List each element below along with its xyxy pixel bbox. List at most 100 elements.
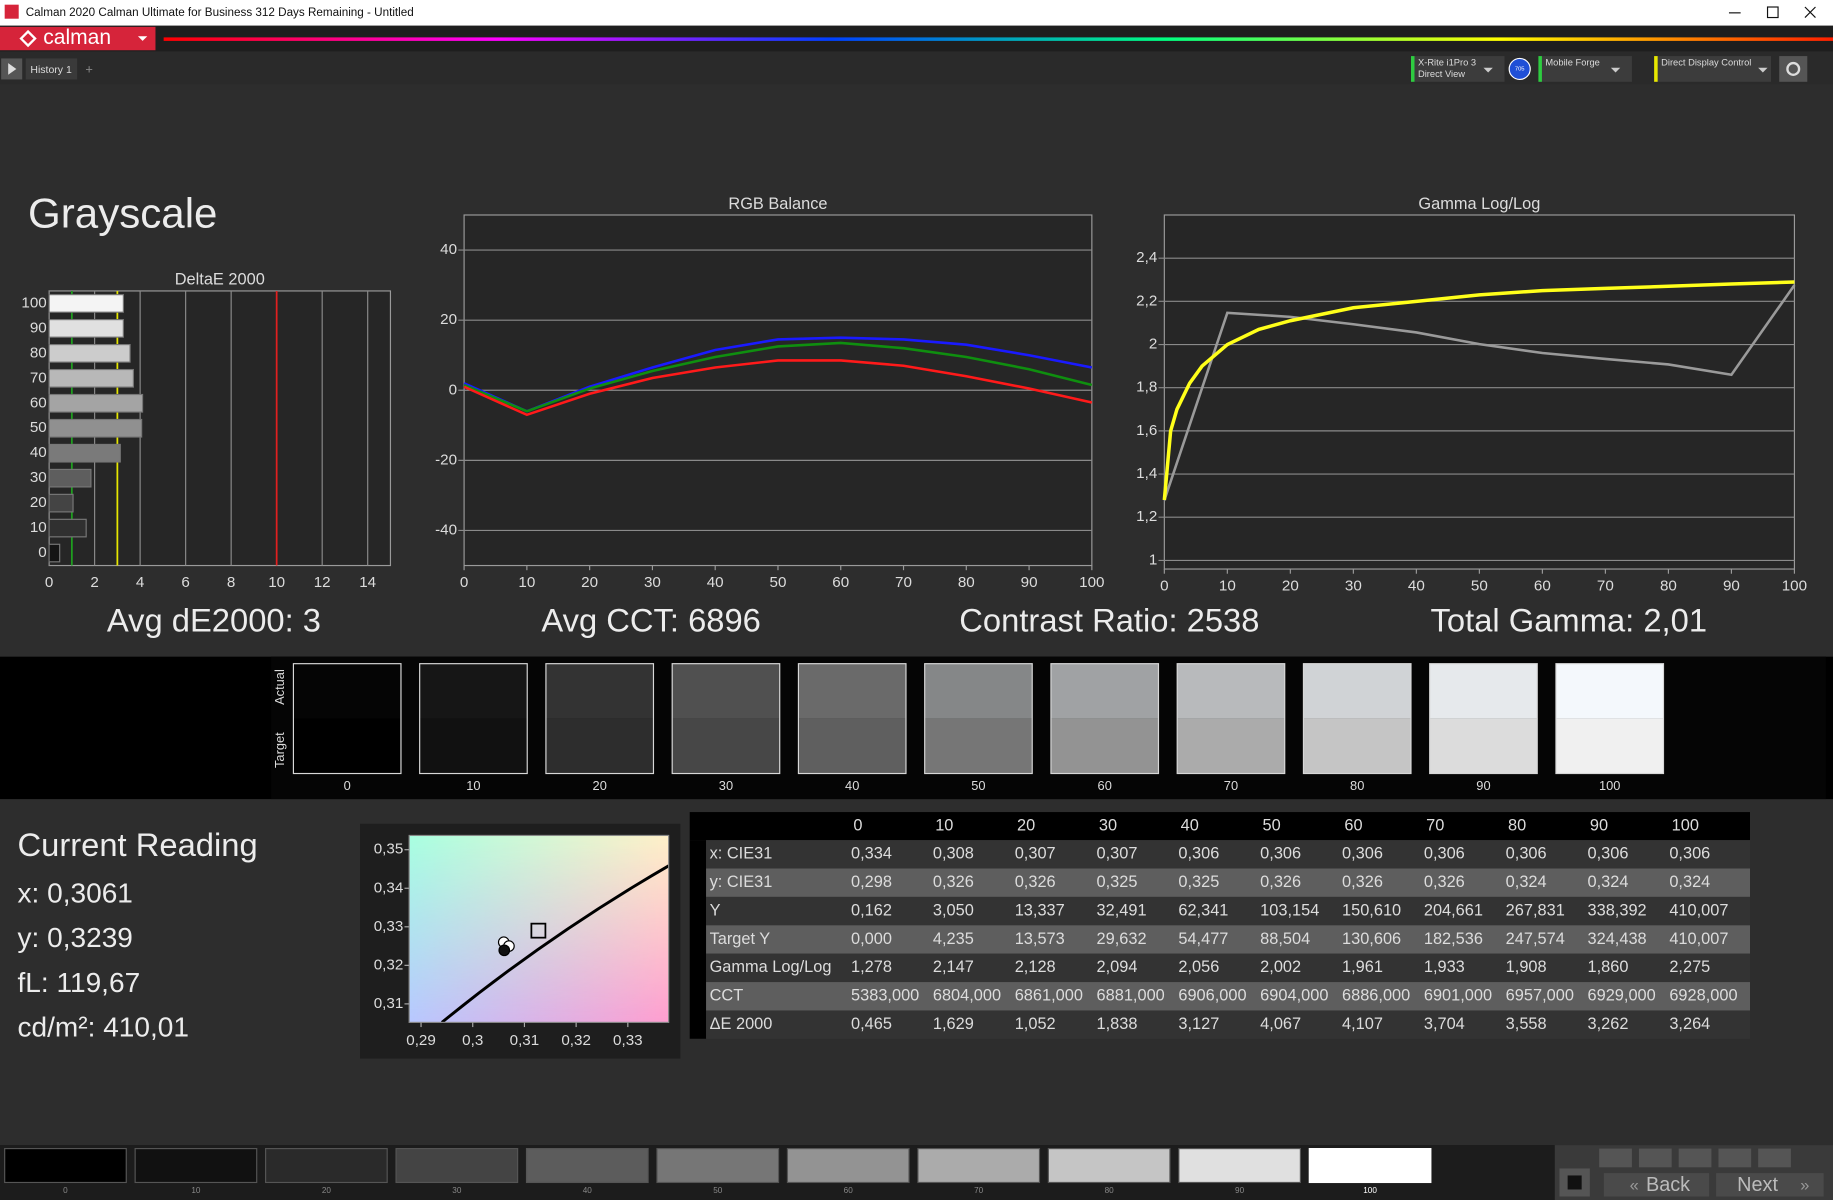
- nav-icon[interactable]: [1758, 1148, 1791, 1168]
- x-tick-label: 20: [581, 574, 598, 591]
- y-tick-label: 1,2: [1136, 508, 1157, 525]
- nav-icons: [1599, 1148, 1791, 1168]
- table-cell: 0,326: [933, 873, 974, 891]
- column-header: 40: [1181, 816, 1199, 834]
- table-cell: 410,007: [1669, 930, 1728, 948]
- bar: [48, 319, 124, 338]
- x-tick-label: 20: [1282, 578, 1299, 595]
- x-tick-label: 60: [1534, 578, 1551, 595]
- patch-button[interactable]: [1308, 1148, 1432, 1184]
- table-cell: 130,606: [1342, 930, 1401, 948]
- nav-icon[interactable]: [1678, 1148, 1712, 1168]
- settings-button[interactable]: [1779, 56, 1808, 82]
- swatch-actual: [545, 663, 654, 719]
- y-tick-label: 0,33: [374, 918, 404, 935]
- nav-icon[interactable]: [1718, 1148, 1752, 1168]
- back-label: Back: [1646, 1174, 1690, 1196]
- table-cell: 4,067: [1260, 1015, 1301, 1033]
- tab-label: History 1: [30, 64, 72, 76]
- dropdown-arrow: [1758, 67, 1768, 73]
- patch-button[interactable]: [134, 1148, 258, 1184]
- patch-button[interactable]: [656, 1148, 780, 1184]
- table-cell: 0,325: [1178, 873, 1219, 891]
- y-tick-label: 0: [449, 381, 457, 398]
- y-tick-label: 0,31: [374, 995, 404, 1012]
- x-tick-label: 70: [1597, 578, 1614, 595]
- swatch-target: [1177, 718, 1285, 774]
- heading: Grayscale: [28, 189, 217, 236]
- row-label: x: CIE31: [710, 845, 773, 863]
- swatch-target: [1429, 718, 1538, 774]
- y-tick-label: 100: [21, 294, 46, 311]
- swatch-border: [1176, 663, 1286, 775]
- table-cell: 0,306: [1260, 845, 1301, 863]
- swatch-row-label: Target: [272, 732, 287, 768]
- swatch-border: [671, 663, 781, 775]
- row-label: CCT: [710, 987, 744, 1005]
- patch-button[interactable]: [1178, 1148, 1301, 1184]
- table-cell: 103,154: [1260, 901, 1319, 919]
- logo[interactable]: [0, 26, 156, 51]
- column-header: 30: [1099, 816, 1117, 834]
- device-label: Direct View: [1418, 69, 1465, 79]
- column-header: 70: [1426, 816, 1444, 834]
- table-cell: 1,933: [1424, 958, 1465, 976]
- table-cell: 6904,000: [1260, 987, 1328, 1005]
- patch-button[interactable]: [917, 1148, 1041, 1184]
- swatch-border: [545, 663, 655, 775]
- y-tick-label: 2,4: [1136, 249, 1157, 266]
- table-cell: 4,235: [933, 930, 974, 948]
- table-cell: 6957,000: [1506, 987, 1574, 1005]
- table-row: [706, 953, 1751, 983]
- table-cell: 267,831: [1506, 901, 1565, 919]
- x-tick-label: 14: [359, 574, 376, 591]
- patch-button[interactable]: [265, 1148, 388, 1184]
- meter-badge: [1508, 57, 1531, 81]
- patch-button[interactable]: [4, 1148, 127, 1184]
- y-tick-label: 90: [30, 319, 47, 336]
- metric: Avg CCT: 6896: [541, 601, 761, 638]
- column-header: 50: [1263, 816, 1281, 834]
- x-tick-label: 10: [518, 574, 535, 591]
- dropdown-arrow: [1483, 67, 1493, 73]
- title-bar: [0, 0, 1833, 26]
- table-cell: 3,262: [1588, 1015, 1629, 1033]
- maximize-button[interactable]: [1766, 6, 1779, 19]
- patch-label: 10: [191, 1186, 201, 1195]
- swatch-label: 20: [593, 778, 607, 793]
- swatch-target: [924, 718, 1033, 774]
- cie-background-top: [409, 835, 669, 1023]
- swatch-target: [1050, 718, 1159, 774]
- table-cell: 0,306: [1178, 845, 1219, 863]
- x-tick-label: 0: [1160, 578, 1168, 595]
- swatch-target: [798, 718, 906, 774]
- x-tick-label: 60: [832, 574, 849, 591]
- patch-button[interactable]: [1047, 1148, 1171, 1184]
- y-tick-label: -40: [435, 521, 457, 538]
- table-cell: 88,504: [1260, 930, 1310, 948]
- app-icon: [4, 4, 19, 19]
- device-selector[interactable]: [1654, 56, 1772, 82]
- y-tick-label: 0,35: [374, 841, 404, 858]
- table-cell: 29,632: [1097, 930, 1147, 948]
- settings-icon: [1786, 61, 1801, 76]
- add-tab[interactable]: +: [85, 61, 93, 76]
- history-tab[interactable]: [25, 58, 78, 80]
- swatch-actual: [1555, 663, 1664, 719]
- y-tick-label: 1,6: [1136, 422, 1157, 439]
- table-cell: 247,574: [1506, 930, 1565, 948]
- nav-icon[interactable]: [1638, 1148, 1672, 1168]
- nav-icon[interactable]: [1599, 1148, 1632, 1168]
- patch-label: 90: [1235, 1186, 1245, 1195]
- table-cell: 0,324: [1588, 873, 1629, 891]
- row-label: Y: [710, 901, 721, 919]
- patch-button[interactable]: [786, 1148, 910, 1184]
- next-button[interactable]: [1716, 1173, 1824, 1197]
- patch-button[interactable]: [395, 1148, 519, 1184]
- close-button[interactable]: [1804, 6, 1816, 18]
- patch-button[interactable]: [525, 1148, 649, 1184]
- x-tick-label: 100: [1079, 574, 1104, 591]
- back-button[interactable]: [1603, 1173, 1710, 1197]
- swatch-border: [292, 663, 402, 775]
- x-tick-label: 40: [707, 574, 724, 591]
